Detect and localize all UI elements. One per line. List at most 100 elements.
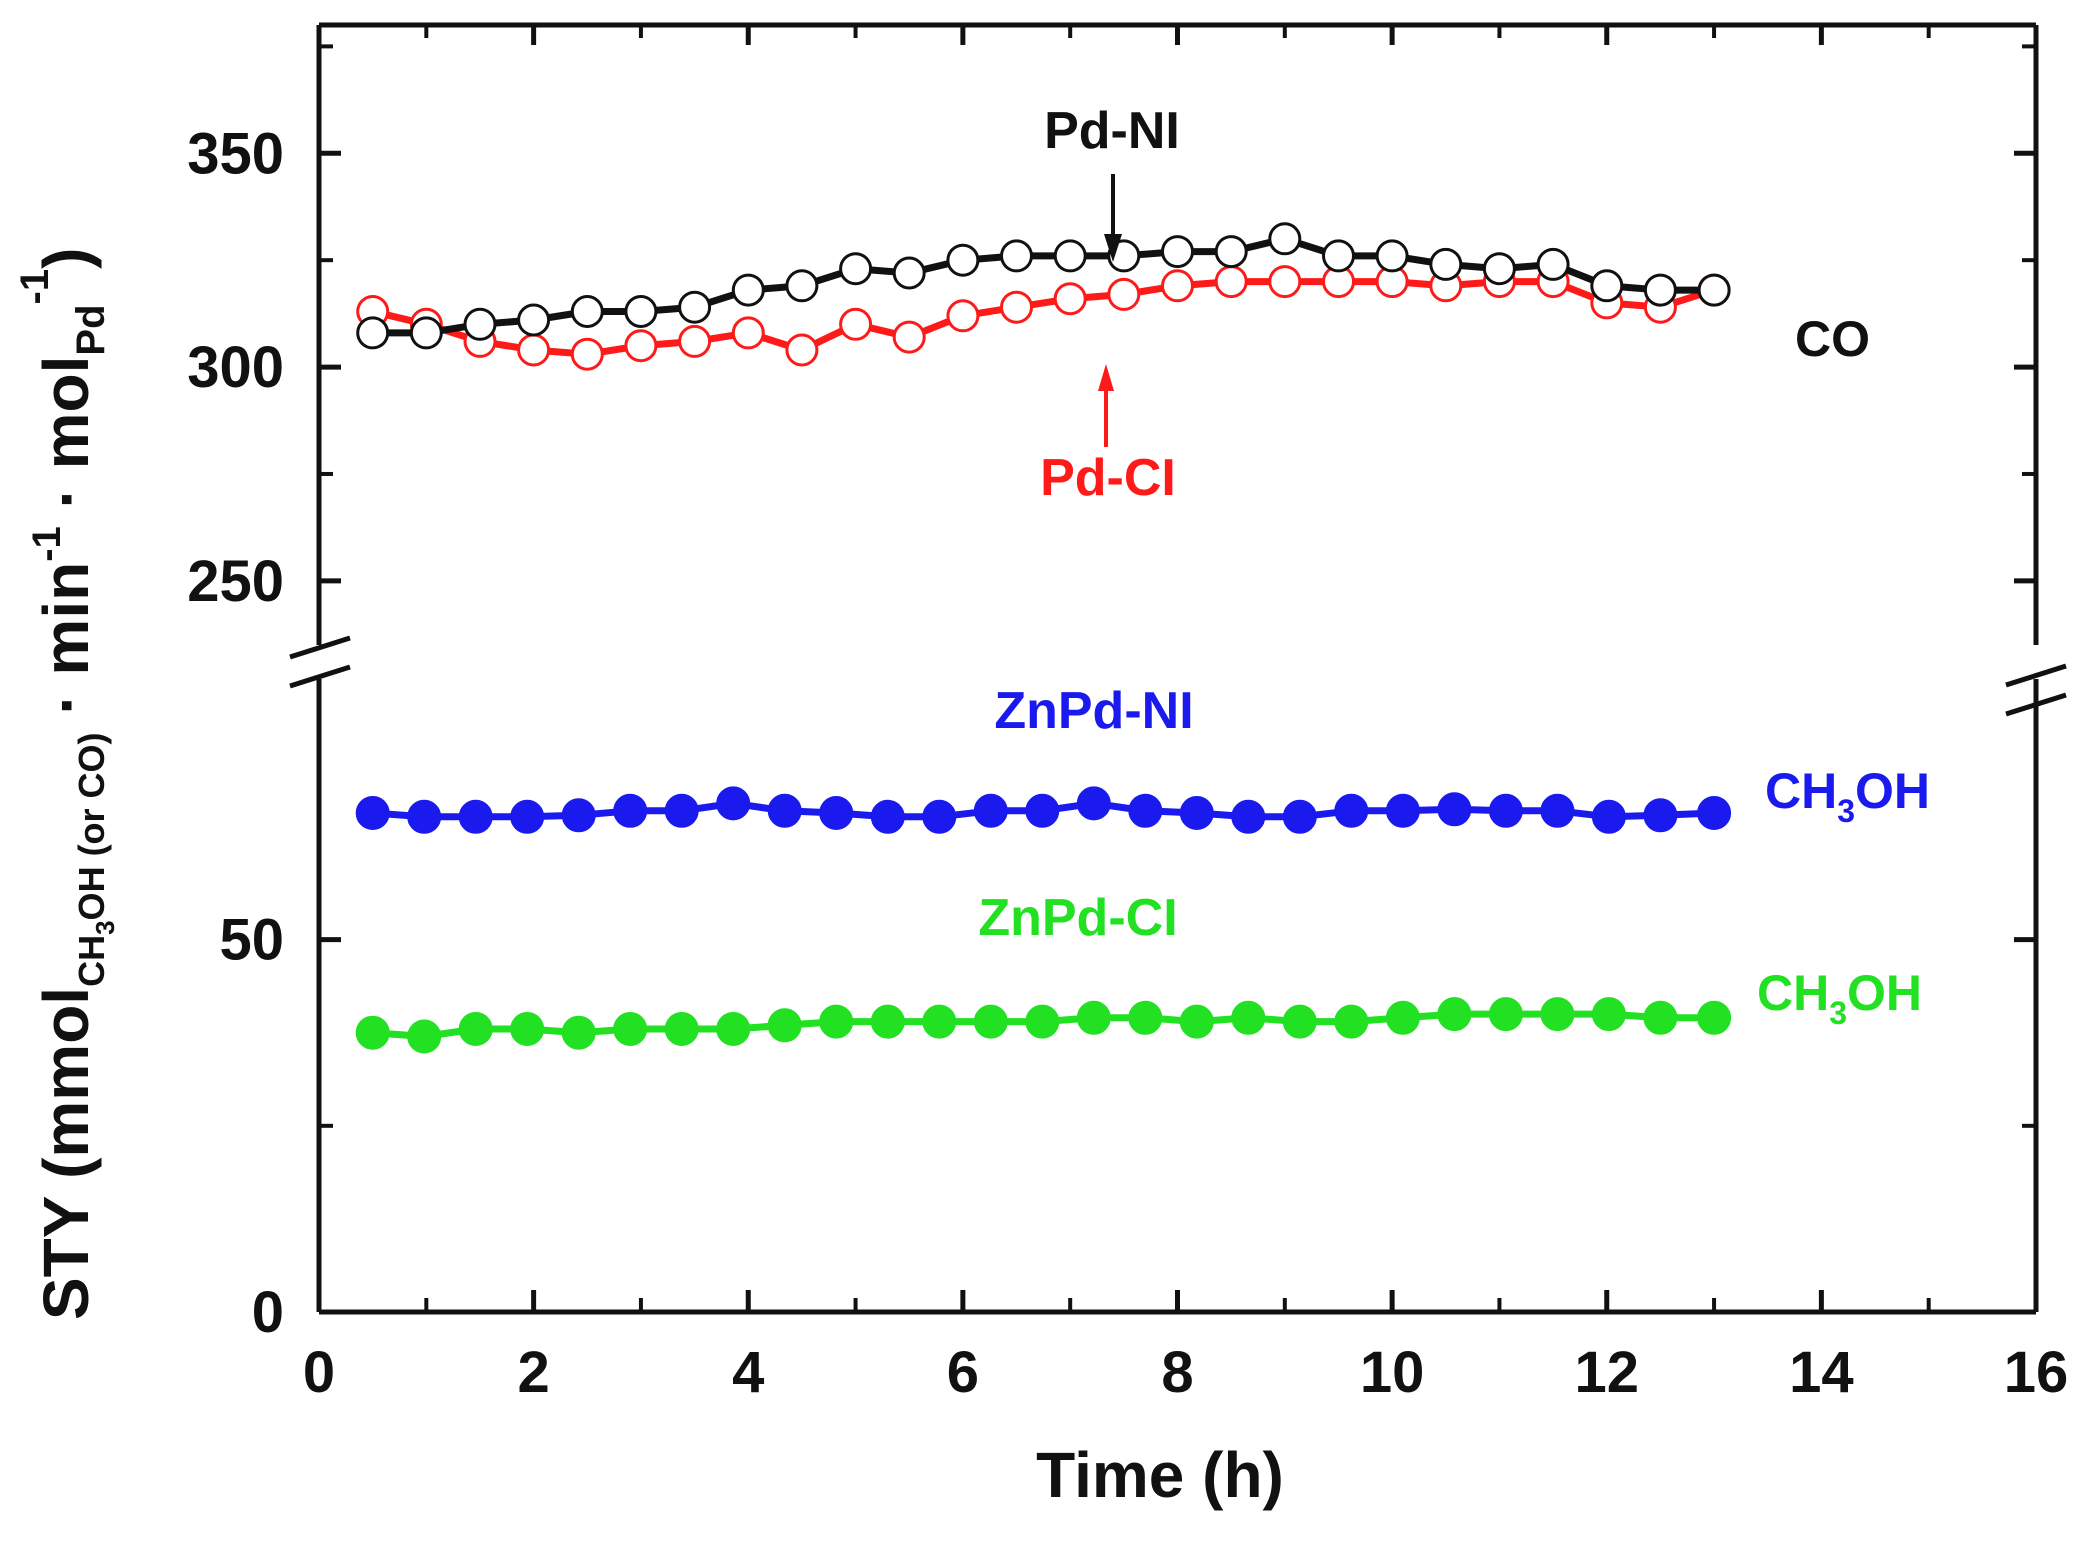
data-point-znpd-ci bbox=[870, 1004, 905, 1039]
data-point-pd-ni bbox=[463, 307, 497, 341]
data-point-znpd-ni bbox=[458, 799, 493, 834]
label-pd-ni: Pd-NI bbox=[1044, 102, 1180, 160]
x-tick-label: 6 bbox=[947, 1340, 979, 1405]
data-point-znpd-ni bbox=[1540, 793, 1575, 828]
data-point-pd-ni bbox=[892, 256, 926, 290]
data-point-znpd-ni bbox=[973, 793, 1008, 828]
data-point-znpd-ci bbox=[561, 1015, 596, 1050]
data-point-pd-ni bbox=[946, 243, 980, 277]
data-point-znpd-ni bbox=[1231, 799, 1266, 834]
axis-break-left bbox=[289, 635, 351, 689]
y-tick-label: 50 bbox=[219, 908, 284, 973]
y-axis-title-sub1-rest: OH (or CO) bbox=[71, 732, 112, 920]
x-tick-label: 8 bbox=[1161, 1340, 1193, 1405]
data-point-znpd-ci bbox=[1385, 1000, 1420, 1035]
y-axis-ticks: 0 50 250 300 350 bbox=[187, 44, 2036, 1345]
label-ch3oh-top: CH3OH bbox=[1765, 763, 1930, 829]
x-tick-label: 0 bbox=[303, 1340, 335, 1405]
data-point-znpd-ni bbox=[664, 793, 699, 828]
y-axis-title-mid1: · min bbox=[30, 562, 102, 733]
data-point-znpd-ni bbox=[407, 799, 442, 834]
data-point-pd-ni bbox=[570, 295, 604, 328]
data-point-pd-ni bbox=[1268, 222, 1302, 256]
data-point-pd-ni bbox=[624, 295, 658, 328]
data-point-pd-ni bbox=[1429, 247, 1463, 281]
x-tick-label: 4 bbox=[732, 1340, 764, 1405]
axis-break-right bbox=[2005, 663, 2067, 717]
data-point-pd-ci bbox=[678, 324, 712, 358]
label-znpd-ci: ZnPd-CI bbox=[978, 889, 1177, 947]
data-point-znpd-ni bbox=[1076, 786, 1111, 821]
data-point-pd-ni bbox=[409, 316, 443, 350]
x-axis-title: Time (h) bbox=[1036, 1439, 1284, 1511]
y-tick-label: 350 bbox=[187, 121, 284, 186]
data-point-znpd-ni bbox=[510, 799, 545, 834]
data-point-znpd-ni bbox=[922, 799, 957, 834]
data-point-znpd-ci bbox=[1025, 1004, 1060, 1039]
data-point-znpd-ci bbox=[1540, 997, 1575, 1032]
data-point-znpd-ni bbox=[1643, 798, 1678, 833]
data-point-pd-ci bbox=[839, 307, 873, 341]
data-point-znpd-ni bbox=[613, 793, 648, 828]
data-point-pd-ni bbox=[731, 273, 765, 307]
data-point-znpd-ci bbox=[1231, 1000, 1266, 1035]
x-tick-label: 2 bbox=[517, 1340, 549, 1405]
data-point-znpd-ni bbox=[561, 798, 596, 833]
data-point-pd-ci bbox=[1107, 277, 1141, 311]
data-point-znpd-ni bbox=[1282, 799, 1317, 834]
data-point-pd-ci bbox=[624, 329, 658, 363]
y-tick-label: 250 bbox=[187, 549, 284, 614]
data-point-pd-ni bbox=[839, 252, 873, 286]
data-point-znpd-ni bbox=[716, 786, 751, 821]
data-point-znpd-ni bbox=[1334, 793, 1369, 828]
data-point-pd-ni bbox=[1053, 239, 1087, 273]
data-point-pd-ni bbox=[1000, 239, 1033, 273]
data-point-znpd-ni bbox=[1128, 793, 1163, 828]
data-point-znpd-ni bbox=[1385, 793, 1420, 828]
data-point-znpd-ni bbox=[767, 793, 802, 828]
data-point-pd-ci bbox=[731, 316, 765, 350]
data-point-znpd-ci bbox=[1643, 1000, 1678, 1035]
y-axis-title-end: ) bbox=[30, 248, 102, 269]
label-co: CO bbox=[1795, 311, 1870, 367]
data-point-znpd-ci bbox=[1697, 1000, 1732, 1035]
data-point-pd-ni bbox=[1375, 239, 1409, 273]
y-axis-title-sub1-index: 3 bbox=[90, 920, 120, 934]
data-point-pd-ni bbox=[785, 269, 819, 303]
label-znpd-ni: ZnPd-NI bbox=[994, 682, 1193, 740]
data-point-pd-ci bbox=[785, 333, 819, 367]
data-point-znpd-ni bbox=[355, 796, 390, 830]
data-point-znpd-ni bbox=[1437, 792, 1472, 827]
y-tick-label: 0 bbox=[252, 1280, 284, 1345]
arrow-pd-ni bbox=[1104, 174, 1122, 262]
arrow-pd-ci bbox=[1098, 364, 1114, 447]
data-point-pd-ni bbox=[1161, 235, 1194, 269]
data-point-pd-ci bbox=[1268, 265, 1302, 299]
plot-frame bbox=[316, 22, 2039, 1315]
data-point-znpd-ci bbox=[819, 1004, 854, 1039]
data-point-pd-ci bbox=[1053, 282, 1087, 316]
data-point-znpd-ci bbox=[510, 1012, 545, 1046]
data-point-znpd-ni bbox=[1697, 796, 1732, 830]
data-point-pd-ni bbox=[1590, 269, 1624, 303]
data-point-znpd-ci bbox=[1128, 1000, 1163, 1035]
x-tick-label: 16 bbox=[2004, 1340, 2069, 1405]
data-point-znpd-ci bbox=[664, 1012, 699, 1046]
data-point-pd-ci bbox=[517, 333, 551, 367]
data-point-znpd-ci bbox=[1334, 1004, 1369, 1039]
label-ch3oh-bottom: CH3OH bbox=[1757, 965, 1922, 1031]
data-point-pd-ni bbox=[1482, 252, 1516, 286]
y-tick-label: 300 bbox=[187, 335, 284, 400]
data-point-pd-ci bbox=[1214, 265, 1248, 299]
x-tick-label: 14 bbox=[1789, 1340, 1854, 1405]
data-point-pd-ci bbox=[946, 299, 980, 333]
data-point-znpd-ni bbox=[870, 799, 905, 834]
data-point-pd-ni bbox=[1697, 273, 1731, 307]
y-axis-title-sup2: -1 bbox=[13, 269, 57, 305]
data-point-pd-ci bbox=[570, 337, 604, 371]
data-point-pd-ni bbox=[356, 316, 390, 350]
data-point-znpd-ci bbox=[1591, 997, 1626, 1032]
data-point-pd-ni bbox=[1643, 273, 1677, 307]
y-axis-title: STY (mmolCH3OH (or CO) · min-1 · molPd-1… bbox=[13, 248, 120, 1320]
